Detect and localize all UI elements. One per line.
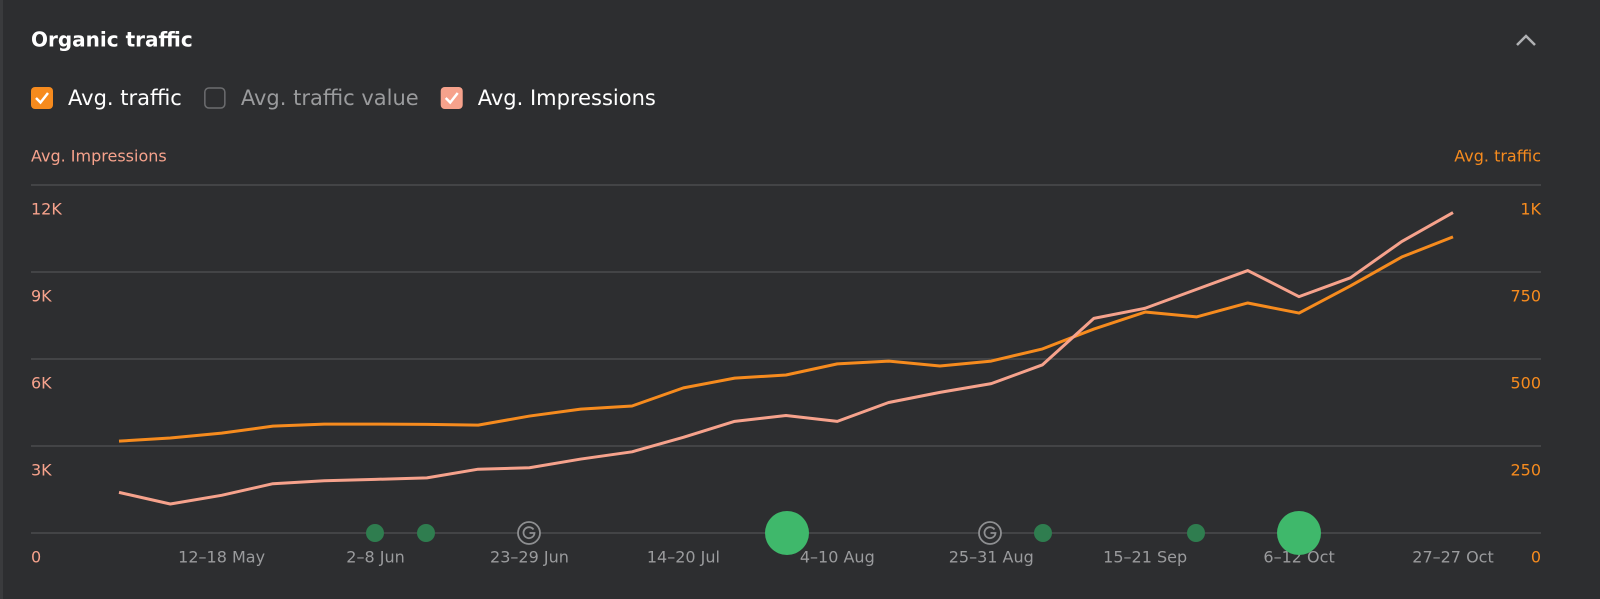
toggle[interactable]: Avg. traffic value	[204, 86, 419, 110]
x-tick-label: 4–10 Aug	[800, 548, 875, 567]
event-marker[interactable]	[1034, 524, 1052, 542]
google-update-marker[interactable]	[978, 521, 1002, 545]
panel-title: Organic traffic	[31, 28, 193, 52]
event-marker[interactable]	[417, 524, 435, 542]
google-update-marker[interactable]	[517, 521, 541, 545]
checkmark	[444, 92, 459, 105]
toggle-label: Avg. traffic value	[241, 86, 419, 110]
event-marker[interactable]	[765, 511, 809, 555]
toggle-label: Avg. Impressions	[478, 86, 656, 110]
toggle[interactable]: Avg. Impressions	[440, 86, 656, 110]
y-tick-label: 12K	[31, 200, 62, 219]
checkmark	[35, 92, 49, 105]
collapse-button[interactable]	[1516, 34, 1536, 46]
x-tick-label: 25–31 Aug	[949, 548, 1034, 567]
panel-edge	[0, 0, 3, 599]
series-line	[118, 211, 1454, 506]
y-tick-label: 3K	[31, 461, 52, 480]
checkbox[interactable]	[31, 87, 53, 109]
event-marker[interactable]	[1277, 511, 1321, 555]
x-tick-label: 12–18 May	[178, 548, 265, 567]
y-tick-label: 6K	[31, 374, 52, 393]
event-markers	[366, 511, 1321, 555]
checkbox[interactable]	[204, 87, 226, 109]
x-tick-label: 15–21 Sep	[1103, 548, 1187, 567]
event-marker[interactable]	[1187, 524, 1205, 542]
x-tick-label: 2–8 Jun	[346, 548, 404, 567]
y2-tick-label: 750	[1510, 287, 1541, 306]
toggle[interactable]: Avg. traffic	[31, 86, 182, 110]
x-tick-label: 6–12 Oct	[1263, 548, 1334, 567]
series-line	[118, 235, 1454, 443]
y2-axis-title: Avg. traffic	[1454, 147, 1541, 166]
y2-tick-label: 250	[1510, 461, 1541, 480]
plot: 0 3K 6K 9K 12K 0 250 500 750 1K 12–18 May 2–8 Jun 23…	[31, 184, 1542, 567]
y-axis-title: Avg. Impressions	[31, 147, 167, 166]
x-tick-label: 14–20 Jul	[647, 548, 720, 567]
toggle-label: Avg. traffic	[68, 86, 182, 110]
x-tick-label: 27–27 Oct	[1412, 548, 1493, 567]
y-tick-label: 9K	[31, 287, 52, 306]
y2-tick-label: 0	[1531, 548, 1541, 567]
event-marker[interactable]	[366, 524, 384, 542]
y2-tick-label: 1K	[1520, 200, 1541, 219]
checkbox[interactable]	[440, 87, 463, 109]
y2-tick-label: 500	[1510, 374, 1541, 393]
y-tick-label: 0	[31, 548, 41, 567]
x-tick-label: 23–29 Jun	[490, 548, 569, 567]
